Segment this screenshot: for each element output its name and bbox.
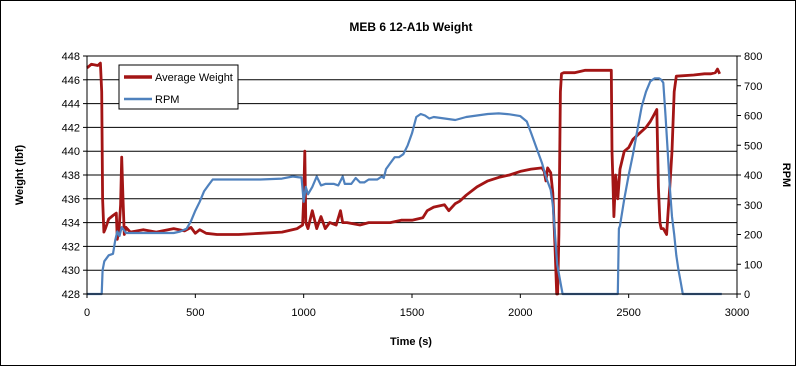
x-tick-label: 2000	[508, 307, 532, 319]
y-tick-label: 442	[62, 122, 80, 134]
x-tick-label: 1000	[291, 307, 315, 319]
y2-tick-label: 300	[744, 200, 762, 212]
legend-label-average-weight: Average Weight	[155, 72, 233, 84]
y-tick-label: 436	[62, 194, 80, 206]
x-tick-label: 500	[186, 307, 204, 319]
chart-title: MEB 6 12-A1b Weight	[349, 20, 472, 34]
y-tick-label: 448	[62, 51, 80, 63]
y-tick-label: 432	[62, 241, 80, 253]
y-axis-ticks: 428 430 432 434 436 438 440 442 444 446 448	[62, 51, 87, 301]
x-tick-label: 1500	[400, 307, 424, 319]
legend-box	[118, 64, 239, 110]
series-line	[86, 61, 721, 296]
y2-tick-label: 0	[744, 289, 750, 301]
y2-tick-label: 600	[744, 111, 762, 123]
x-axis-title: Time (s)	[390, 336, 432, 348]
series-average-weight	[86, 61, 721, 296]
legend: Average Weight RPM	[118, 64, 239, 110]
y-axis-title: Weight (lbf)	[14, 145, 26, 206]
y-tick-label: 430	[62, 265, 80, 277]
x-tick-label: 2500	[616, 307, 640, 319]
y2-tick-label: 800	[744, 51, 762, 63]
y2-tick-label: 700	[744, 81, 762, 93]
y-tick-label: 434	[62, 218, 80, 230]
series-rpm	[87, 77, 722, 296]
y-tick-label: 440	[62, 146, 80, 158]
y2-tick-label: 100	[744, 259, 762, 271]
y-tick-label: 428	[62, 289, 80, 301]
y2-tick-label: 200	[744, 230, 762, 242]
y-tick-label: 438	[62, 170, 80, 182]
y2-axis-ticks: 0 100 200 300 400 500 600 700 800	[737, 51, 762, 301]
y2-tick-label: 500	[744, 140, 762, 152]
series-line	[87, 77, 722, 296]
y-tick-label: 444	[62, 99, 80, 111]
x-tick-label: 0	[84, 307, 90, 319]
y2-axis-title: RPM	[780, 163, 792, 187]
legend-label-rpm: RPM	[155, 94, 179, 106]
y-tick-label: 446	[62, 75, 80, 87]
x-axis-ticks: 0 500 1000 1500 2000 2500 3000	[84, 294, 749, 319]
y2-tick-label: 400	[744, 170, 762, 182]
x-tick-label: 3000	[725, 307, 749, 319]
